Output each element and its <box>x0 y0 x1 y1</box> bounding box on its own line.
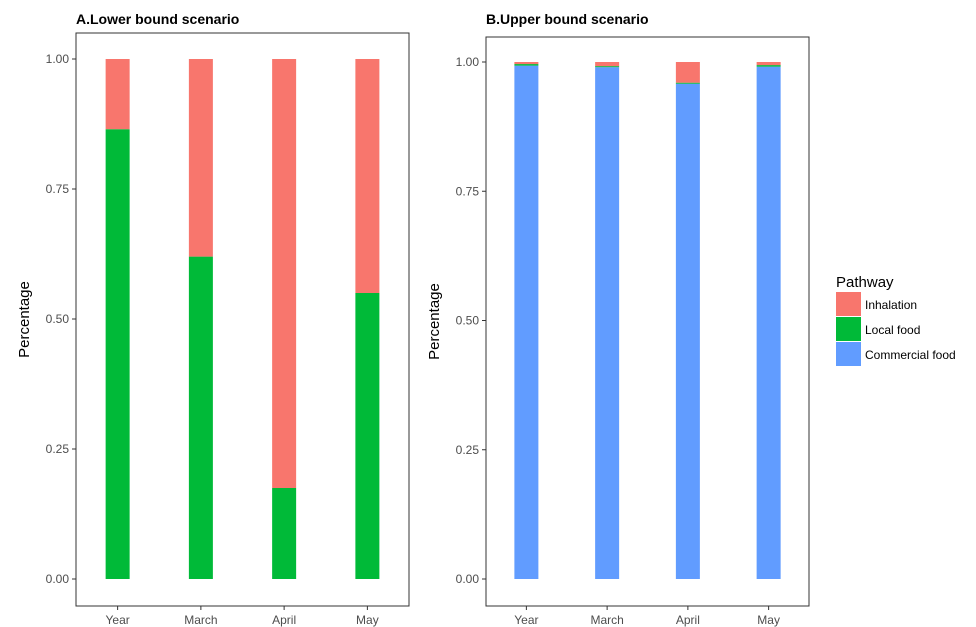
legend-items: Inhalation Local food Commercial food <box>836 292 956 366</box>
bar-local-food-april <box>675 82 700 84</box>
bar-local-food-april <box>272 488 297 579</box>
bar-inhalation-may <box>355 59 380 293</box>
bar-local-food-may <box>355 293 380 579</box>
bar-inhalation-march <box>595 62 620 67</box>
x-tick-label: May <box>356 613 379 627</box>
panel-b: B.Upper bound scenario 0.00 0.25 0.50 0.75 1… <box>426 11 810 627</box>
panel-b-y-ticks: 0.00 0.25 0.50 0.75 1.00 <box>456 55 486 586</box>
y-tick-label: 1.00 <box>456 55 480 69</box>
y-tick-label: 0.00 <box>46 572 70 586</box>
bar-local-food-march <box>188 256 213 579</box>
legend-title: Pathway <box>836 274 894 291</box>
panel-a-x-ticks: Year March April May <box>106 606 379 627</box>
panel-b-plot-frame <box>485 36 810 607</box>
bar-commercial-food-april <box>675 83 700 580</box>
x-tick-label: March <box>590 613 623 627</box>
panel-b-y-axis-title: Percentage <box>426 283 443 360</box>
bar-local-food-year <box>105 129 130 579</box>
bar-local-food-march <box>595 66 620 68</box>
bar-inhalation-may <box>756 62 781 66</box>
panel-a-bars <box>105 59 380 579</box>
panel-a: A.Lower bound scenario 0.00 0.25 0.50 0.75 1… <box>16 11 410 627</box>
bar-local-food-may <box>756 65 781 67</box>
panel-b-x-ticks: Year March April May <box>514 606 780 627</box>
bar-commercial-food-year <box>514 65 539 580</box>
bar-inhalation-april <box>272 59 297 488</box>
x-tick-label: April <box>272 613 296 627</box>
x-tick-label: March <box>184 613 217 627</box>
bar-inhalation-year <box>514 62 539 65</box>
x-tick-label: April <box>676 613 700 627</box>
y-tick-label: 0.00 <box>456 572 480 586</box>
bar-inhalation-april <box>675 62 700 83</box>
y-tick-label: 0.50 <box>46 312 70 326</box>
legend-key-commercial-food <box>836 342 861 366</box>
panel-a-y-axis-title: Percentage <box>16 281 33 358</box>
bar-inhalation-year <box>105 59 130 130</box>
panel-b-bars <box>514 62 781 580</box>
legend-label-inhalation: Inhalation <box>865 298 917 312</box>
legend-key-inhalation <box>836 292 861 316</box>
panel-a-y-ticks: 0.00 0.25 0.50 0.75 1.00 <box>46 52 76 586</box>
y-tick-label: 1.00 <box>46 52 70 66</box>
bar-local-food-year <box>514 64 539 66</box>
bar-inhalation-march <box>188 59 213 257</box>
bar-commercial-food-may <box>756 66 781 579</box>
x-tick-label: Year <box>106 613 130 627</box>
y-tick-label: 0.25 <box>46 442 70 456</box>
panel-a-title: A.Lower bound scenario <box>76 11 239 27</box>
legend-label-commercial-food: Commercial food <box>865 348 956 362</box>
y-tick-label: 0.75 <box>46 182 70 196</box>
bar-commercial-food-march <box>595 67 620 580</box>
legend: Pathway Inhalation Local food Commercial f… <box>836 274 956 366</box>
x-tick-label: May <box>757 613 780 627</box>
panel-b-title: B.Upper bound scenario <box>486 11 649 27</box>
x-tick-label: Year <box>514 613 538 627</box>
y-tick-label: 0.25 <box>456 443 480 457</box>
y-tick-label: 0.50 <box>456 314 480 328</box>
y-tick-label: 0.75 <box>456 184 480 198</box>
legend-label-local-food: Local food <box>865 323 920 337</box>
legend-key-local-food <box>836 317 861 341</box>
